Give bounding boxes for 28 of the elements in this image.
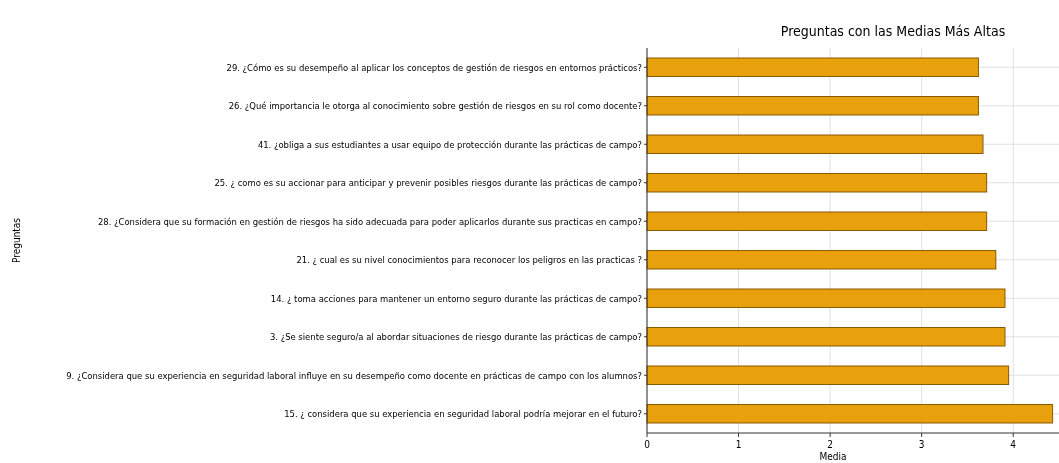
- bar: [646, 288, 1006, 308]
- y-tick-label: 21. ¿ cual es su nivel conocimientos para reconocer los peligros en las practicas ?: [296, 254, 642, 266]
- bar: [646, 57, 979, 77]
- bar: [646, 96, 979, 116]
- y-tick-label: 26. ¿Qué importancia le otorga al conocimiento sobre gestión de riesgos en su rol como docente?: [228, 100, 642, 112]
- y-tick-label: 3. ¿Se siente seguro/a al abordar situaciones de riesgo durante las prácticas de campo?: [269, 331, 642, 343]
- x-tick-label: 0: [644, 439, 651, 450]
- x-axis-title: Media: [819, 451, 847, 462]
- bar: [646, 250, 997, 270]
- chart-title: Preguntas con las Medias Más Altas: [780, 23, 1006, 39]
- bar: [646, 365, 1010, 385]
- x-tick-label: 2: [827, 439, 833, 450]
- x-tick-label: 1: [735, 439, 742, 450]
- y-tick-label: 29. ¿Cómo es su desempeño al aplicar los conceptos de gestión de riesgos en entornos prácticos?: [226, 61, 642, 73]
- bar: [646, 173, 988, 193]
- y-tick-label: 14. ¿ toma acciones para mantener un entorno seguro durante las prácticas de campo?: [270, 292, 642, 304]
- y-axis-title: Preguntas: [11, 217, 22, 264]
- bar: [646, 211, 988, 231]
- y-tick-label: 41. ¿obliga a sus estudiantes a usar equipo de protección durante las prácticas de campo?: [257, 138, 642, 150]
- x-tick-label: 3: [918, 439, 925, 450]
- y-tick-label: 28. ¿Considera que su formación en gestión de riesgos ha sido adecuada para poder aplicarlos durante sus practicas en campo?: [97, 215, 642, 227]
- y-tick-label: 9. ¿Considera que su experiencia en seguridad laboral influye en su desempeño como docente en prácticas de campo con los alumnos?: [66, 369, 642, 381]
- y-tick-label: 15. ¿ considera que su experiencia en seguridad laboral podría mejorar en el futuro?: [284, 408, 642, 420]
- bar: [646, 404, 1054, 424]
- bar: [646, 327, 1006, 347]
- bar: [646, 134, 984, 154]
- x-tick-label: 4: [1010, 439, 1017, 450]
- y-tick-label: 25. ¿ como es su accionar para anticipar y prevenir posibles riesgos durante las prácticas de campo?: [214, 177, 642, 189]
